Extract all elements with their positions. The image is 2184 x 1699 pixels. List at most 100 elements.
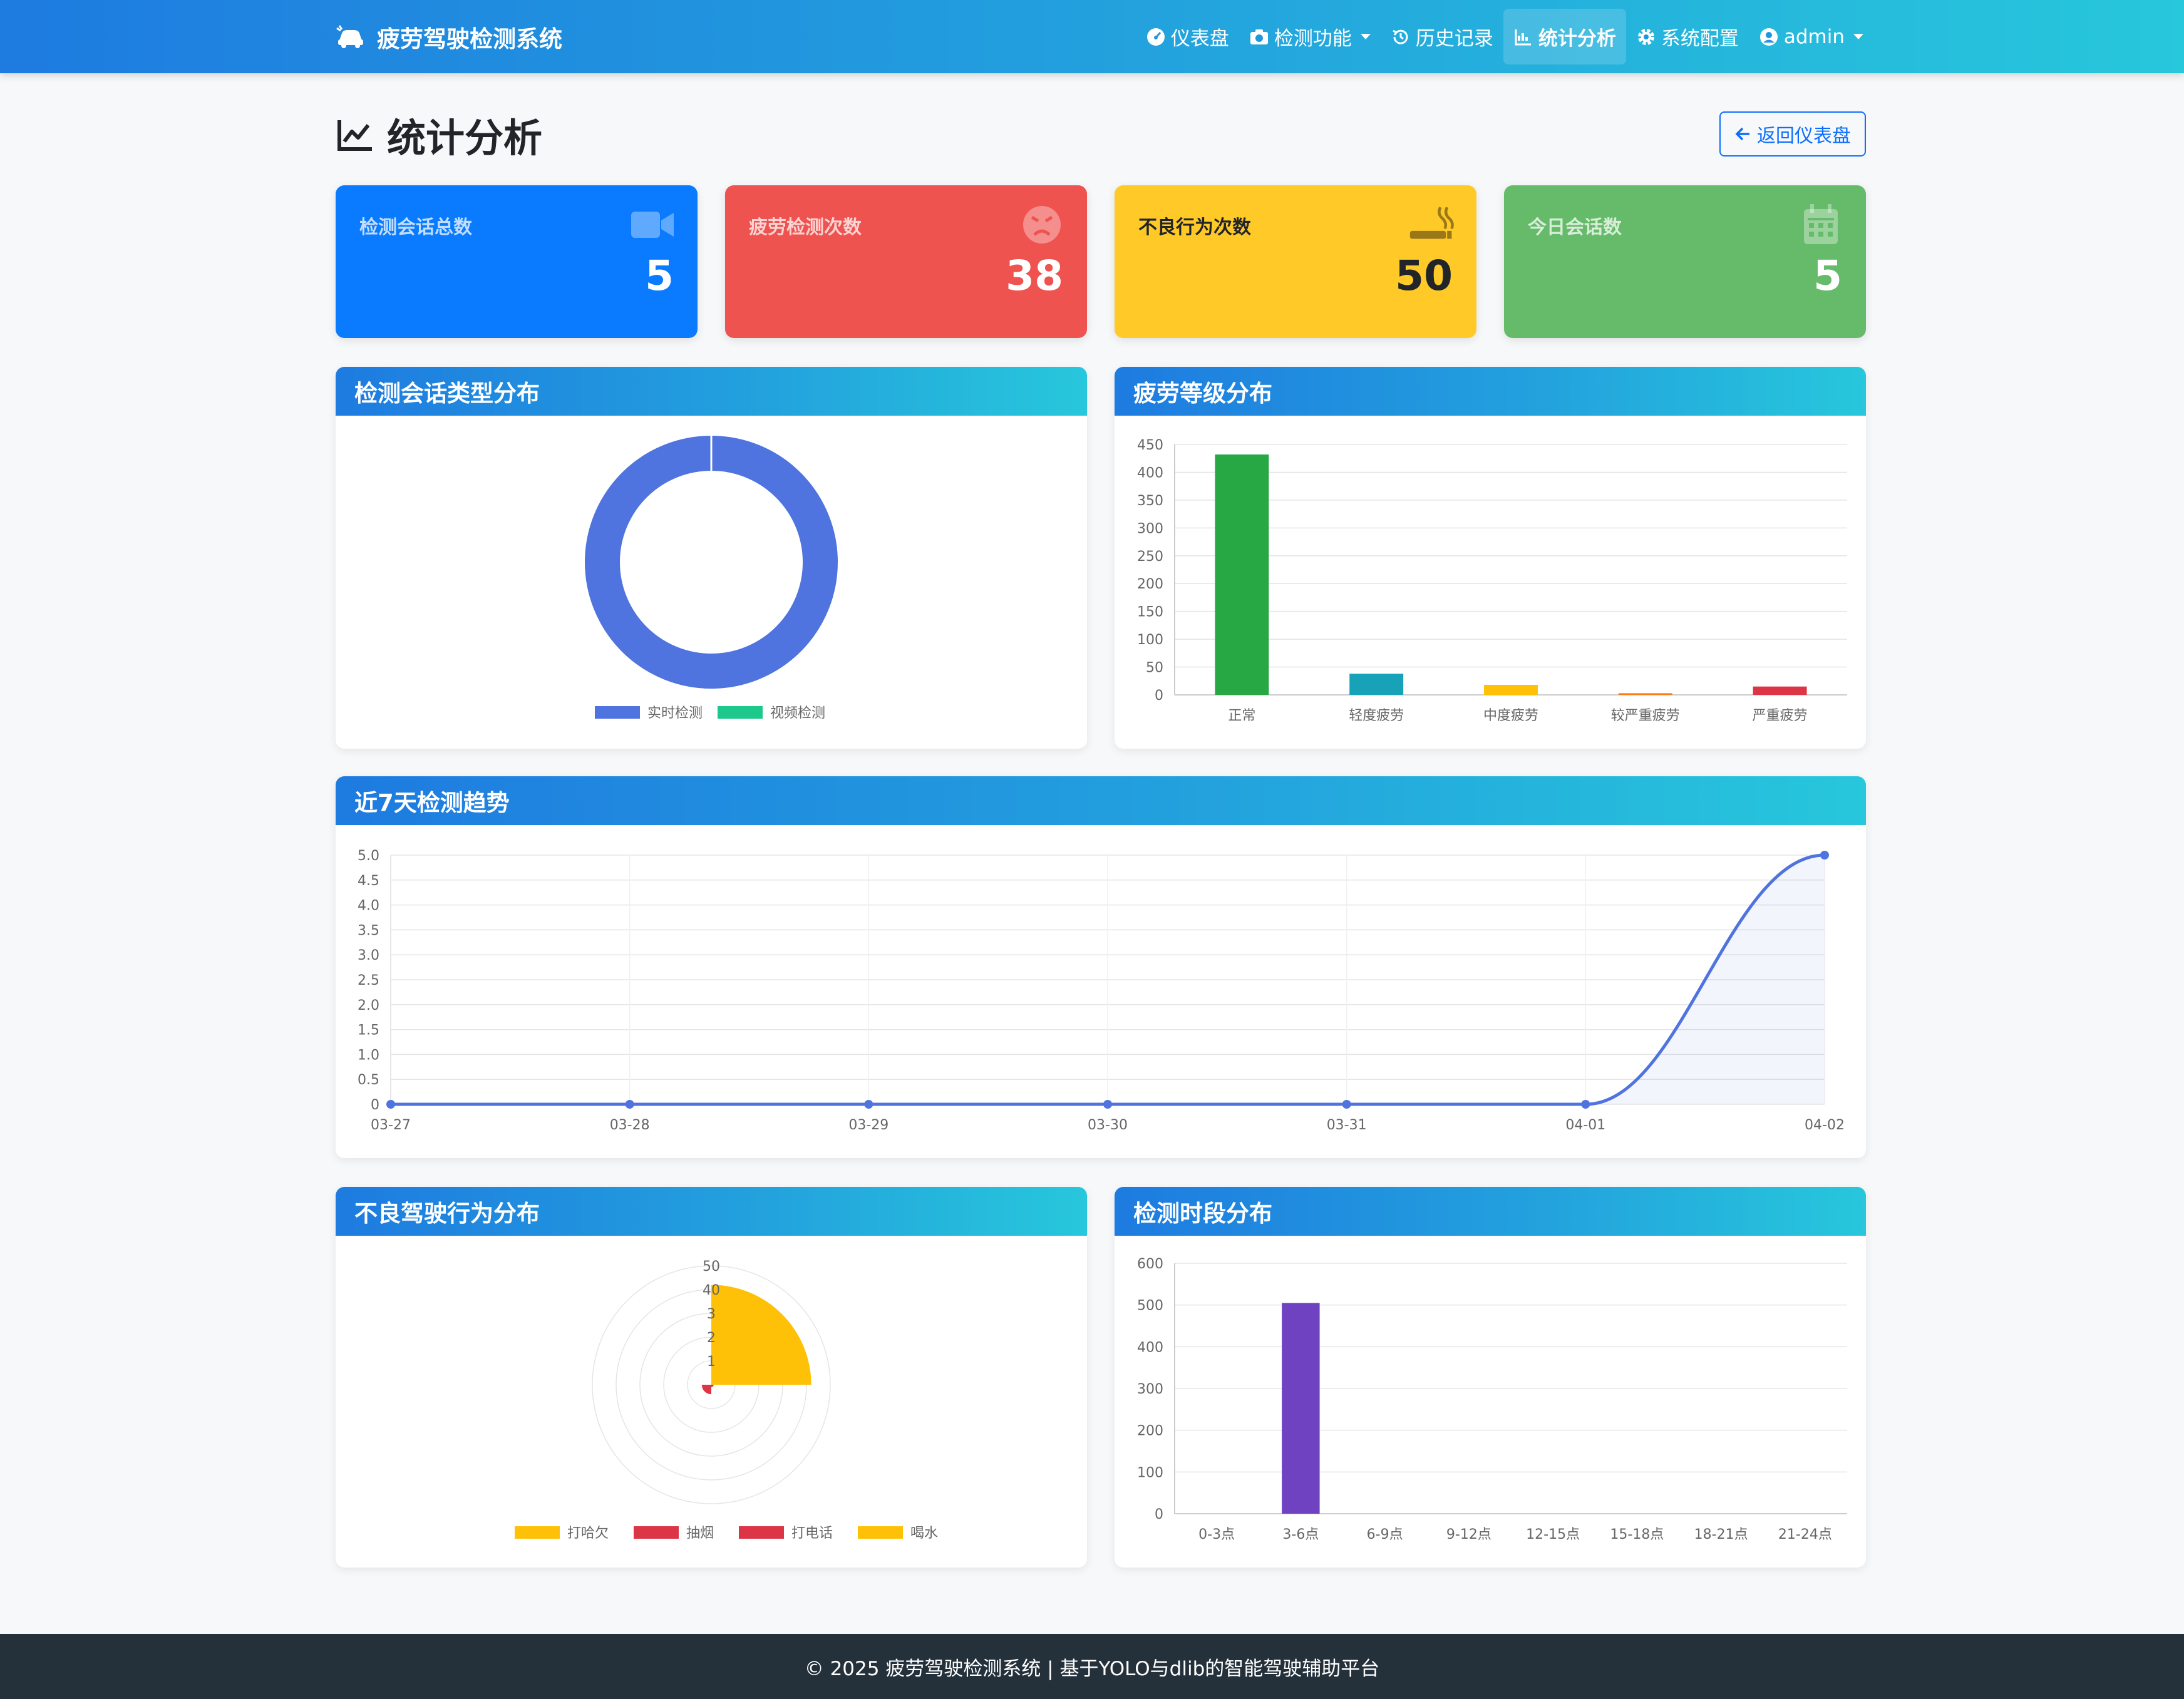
x-tick-label: 6-9点 bbox=[1367, 1527, 1403, 1542]
back-button-label: 返回仪表盘 bbox=[1757, 125, 1851, 147]
legend-swatch bbox=[739, 1526, 784, 1539]
x-tick-label: 18-21点 bbox=[1694, 1527, 1748, 1542]
x-tick-label: 03-27 bbox=[371, 1117, 411, 1133]
history-icon bbox=[1391, 27, 1411, 47]
trend-area bbox=[391, 855, 1825, 1104]
x-tick-label: 04-01 bbox=[1565, 1117, 1605, 1133]
gauge-icon bbox=[1146, 27, 1166, 47]
y-tick-label: 1.5 bbox=[358, 1023, 379, 1039]
page-title-text: 统计分析 bbox=[387, 115, 543, 161]
stat-value: 50 bbox=[1395, 252, 1453, 300]
fatigue-level-bar-chart: 0 50 100 150 200 250 300 350 400 450 正常 轻度疲劳 中度疲劳 较严重… bbox=[1137, 438, 1847, 724]
y-tick-label: 2.5 bbox=[358, 973, 379, 988]
polar-tick-label: 2 bbox=[707, 1330, 716, 1346]
x-tick-label: 12-15点 bbox=[1526, 1527, 1580, 1542]
y-tick-label: 300 bbox=[1137, 521, 1163, 536]
trend-point bbox=[1820, 851, 1829, 860]
user-circle-icon bbox=[1759, 27, 1779, 47]
trend-point bbox=[1342, 1100, 1351, 1109]
x-tick-label: 0-3点 bbox=[1198, 1527, 1235, 1542]
panel-behavior: 不良驾驶行为分布 1 2 3 40 50 打哈欠 抽烟 打电话 喝水 bbox=[336, 1187, 1087, 1568]
x-tick-label: 03-31 bbox=[1327, 1117, 1367, 1133]
x-tick-label: 3-6点 bbox=[1282, 1527, 1319, 1542]
polar-ring bbox=[592, 1265, 831, 1504]
video-icon bbox=[630, 204, 675, 245]
y-tick-label: 250 bbox=[1137, 549, 1163, 565]
chart-icon bbox=[1513, 27, 1533, 47]
stat-label: 疲劳检测次数 bbox=[749, 217, 862, 239]
legend-label: 实时检测 bbox=[647, 706, 703, 721]
legend-swatch bbox=[718, 706, 763, 719]
panel-title: 不良驾驶行为分布 bbox=[336, 1187, 1087, 1236]
nav-item-label: 检测功能 bbox=[1274, 28, 1352, 50]
legend-swatch bbox=[634, 1526, 679, 1539]
x-tick-label: 中度疲劳 bbox=[1483, 708, 1538, 724]
panel-session-type: 检测会话类型分布 实时检测 视频检测 bbox=[336, 367, 1087, 749]
footer: © 2025 疲劳驾驶检测系统 | 基于YOLO与dlib的智能驾驶辅助平台 bbox=[0, 1634, 2184, 1699]
y-tick-label: 350 bbox=[1137, 493, 1163, 509]
legend-swatch bbox=[858, 1526, 903, 1539]
panel-title: 近7天检测趋势 bbox=[336, 776, 1866, 825]
y-tick-label: 100 bbox=[1137, 632, 1163, 648]
nav-item-history[interactable]: 历史记录 bbox=[1381, 9, 1503, 64]
y-tick-label: 4.0 bbox=[358, 898, 379, 914]
bar bbox=[1484, 685, 1538, 695]
panel-title: 检测时段分布 bbox=[1115, 1187, 1866, 1236]
brand[interactable]: 疲劳驾驶检测系统 bbox=[336, 0, 562, 73]
panel-timeslot: 检测时段分布 0 100 200 300 400 500 600 0-3点 3-6点 6-9点 9-… bbox=[1115, 1187, 1866, 1568]
nav-item-statistics[interactable]: 统计分析 bbox=[1503, 9, 1626, 64]
x-tick-label: 03-29 bbox=[848, 1117, 889, 1133]
behavior-polar-chart: 1 2 3 40 50 打哈欠 抽烟 打电话 喝水 bbox=[515, 1259, 938, 1541]
polar-slice bbox=[701, 1385, 711, 1395]
legend-label: 视频检测 bbox=[770, 706, 825, 721]
legend-swatch bbox=[595, 706, 640, 719]
stat-card-fatigue-count: 疲劳检测次数 38 bbox=[725, 185, 1087, 338]
stat-value: 38 bbox=[1006, 252, 1063, 300]
panel-trend: 近7天检测趋势 0 0.5 1.0 1.5 2.0 2.5 3.0 3.5 4.0 4.5 5.0 0… bbox=[336, 776, 1866, 1158]
camera-icon bbox=[1249, 27, 1269, 47]
top-navbar: 疲劳驾驶检测系统 仪表盘 检测功能 历史记录 统计分析 系统配置 admin bbox=[0, 0, 2184, 73]
y-tick-label: 5.0 bbox=[358, 848, 379, 864]
stat-card-total-sessions: 检测会话总数 5 bbox=[336, 185, 698, 338]
nav-item-label: admin bbox=[1783, 25, 1845, 48]
x-tick-label: 04-02 bbox=[1805, 1117, 1845, 1133]
chevron-down-icon bbox=[1853, 34, 1863, 39]
calendar-icon bbox=[1798, 204, 1843, 245]
polar-tick-label: 3 bbox=[707, 1306, 716, 1322]
bar bbox=[1753, 686, 1807, 695]
nav-item-label: 统计分析 bbox=[1538, 28, 1616, 50]
page-title: 统计分析 bbox=[336, 108, 542, 162]
legend-label: 喝水 bbox=[910, 1526, 938, 1541]
y-tick-label: 450 bbox=[1137, 438, 1163, 453]
trend-point bbox=[1581, 1100, 1590, 1109]
trend-point bbox=[625, 1100, 634, 1109]
x-tick-label: 15-18点 bbox=[1610, 1527, 1664, 1542]
trend-line-chart: 0 0.5 1.0 1.5 2.0 2.5 3.0 3.5 4.0 4.5 5.0 03-27 03-2… bbox=[358, 848, 1845, 1133]
y-tick-label: 0.5 bbox=[358, 1072, 379, 1088]
polar-tick-label: 1 bbox=[707, 1354, 716, 1370]
y-tick-label: 0 bbox=[371, 1097, 379, 1113]
nav-item-label: 系统配置 bbox=[1661, 28, 1739, 50]
session-type-doughnut-chart: 实时检测 视频检测 bbox=[585, 436, 838, 721]
stat-value: 5 bbox=[1813, 252, 1842, 300]
y-tick-label: 50 bbox=[1146, 660, 1163, 676]
back-to-dashboard-button[interactable]: 返回仪表盘 bbox=[1719, 111, 1866, 157]
x-tick-label: 轻度疲劳 bbox=[1349, 708, 1404, 724]
gear-icon bbox=[1636, 27, 1656, 47]
legend-label: 打哈欠 bbox=[567, 1526, 609, 1541]
brand-name: 疲劳驾驶检测系统 bbox=[377, 25, 562, 53]
y-tick-label: 400 bbox=[1137, 465, 1163, 481]
nav-item-user[interactable]: admin bbox=[1749, 9, 1873, 64]
y-tick-label: 600 bbox=[1137, 1256, 1163, 1272]
nav-item-label: 仪表盘 bbox=[1170, 28, 1229, 50]
x-tick-label: 较严重疲劳 bbox=[1611, 708, 1680, 724]
chevron-down-icon bbox=[1360, 34, 1371, 39]
nav-item-detection[interactable]: 检测功能 bbox=[1239, 9, 1381, 64]
nav-menu: 仪表盘 检测功能 历史记录 统计分析 系统配置 admin bbox=[1136, 9, 1873, 64]
footer-text: © 2025 疲劳驾驶检测系统 | 基于YOLO与dlib的智能驾驶辅助平台 bbox=[804, 1657, 1380, 1680]
y-tick-label: 3.0 bbox=[358, 948, 379, 963]
y-tick-label: 2.0 bbox=[358, 998, 379, 1014]
nav-item-dashboard[interactable]: 仪表盘 bbox=[1136, 9, 1239, 64]
bar bbox=[1282, 1303, 1320, 1514]
nav-item-config[interactable]: 系统配置 bbox=[1626, 9, 1749, 64]
